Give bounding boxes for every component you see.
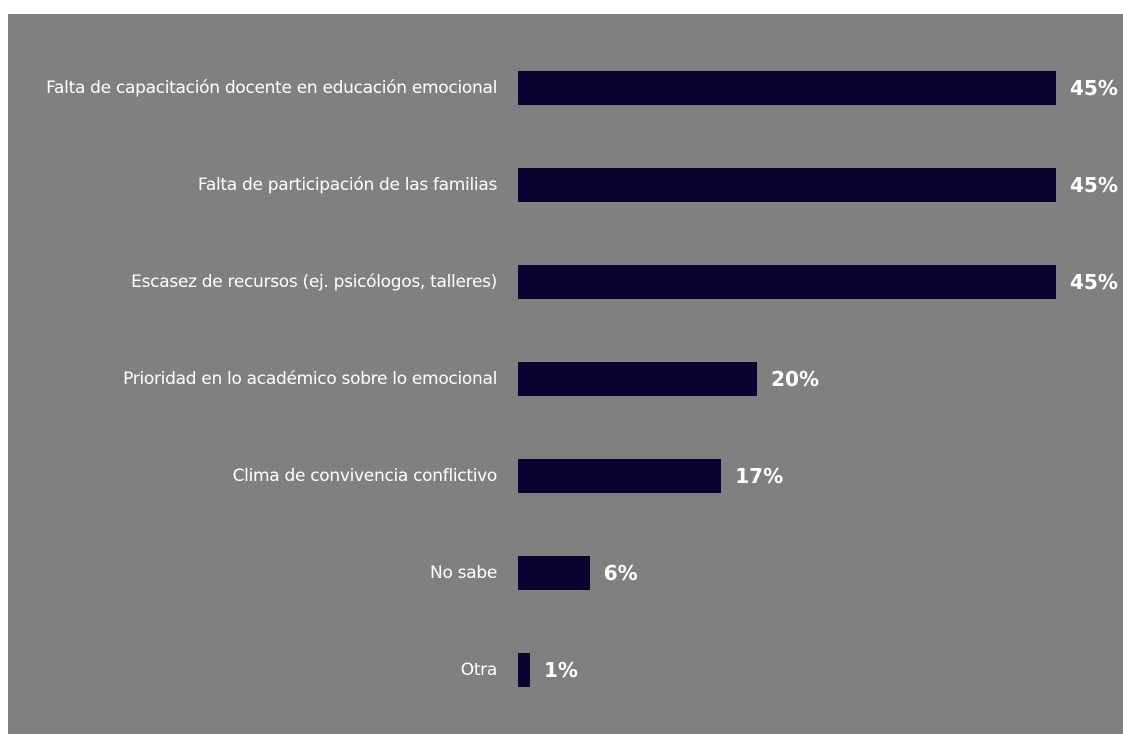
category-text: Otra xyxy=(460,660,498,680)
category-label: Prioridad en lo académico sobre lo emoci… xyxy=(8,339,497,419)
category-text: Falta de capacitación docente en educaci… xyxy=(46,78,497,98)
category-label: Falta de participación de las familias xyxy=(8,145,497,225)
value-label: 45% xyxy=(1070,76,1118,100)
category-label: Falta de capacitación docente en educaci… xyxy=(8,48,497,128)
bar xyxy=(518,265,1056,299)
category-text: Escasez de recursos (ej. psicólogos, tal… xyxy=(131,272,497,292)
category-label: No sabe xyxy=(8,533,497,613)
category-text: Clima de convivencia conflictivo xyxy=(232,466,498,486)
category-text: Falta de participación de las familias xyxy=(197,175,497,195)
value-label: 45% xyxy=(1070,270,1118,294)
bar xyxy=(518,653,530,687)
category-label: Otra xyxy=(8,630,498,710)
bar xyxy=(518,71,1056,105)
category-label: Escasez de recursos (ej. psicólogos, tal… xyxy=(8,242,497,322)
category-label: Clima de convivencia conflictivo xyxy=(8,436,498,516)
category-text: Prioridad en lo académico sobre lo emoci… xyxy=(123,369,497,389)
value-label: 17% xyxy=(735,464,784,488)
category-text: No sabe xyxy=(430,563,497,583)
chart: Falta de capacitación docente en educaci… xyxy=(8,14,1123,734)
value-label: 6% xyxy=(603,561,638,585)
bar xyxy=(518,459,722,493)
value-label: 20% xyxy=(771,367,819,391)
value-label: 1% xyxy=(543,658,578,682)
bar xyxy=(518,362,758,396)
value-label: 45% xyxy=(1070,173,1118,197)
bar xyxy=(518,168,1056,202)
bar xyxy=(518,556,590,590)
